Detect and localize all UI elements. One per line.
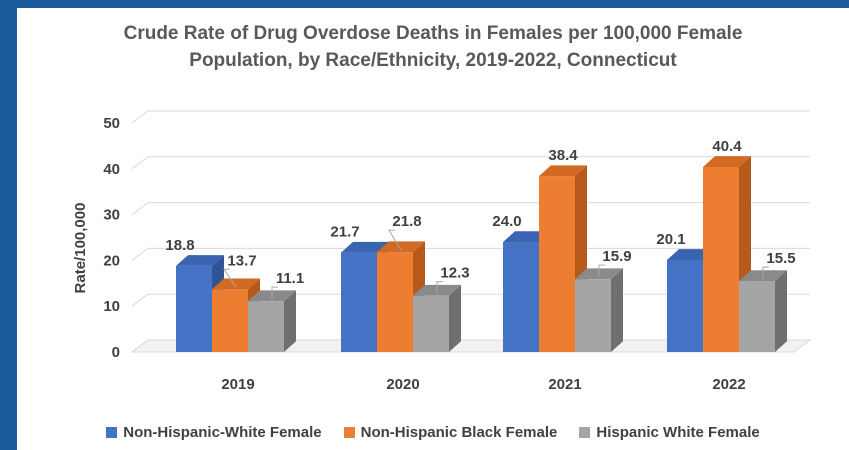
bar-front-1-0: [212, 289, 248, 352]
data-label: 21.7: [330, 224, 359, 241]
y-tick-label: 40: [103, 161, 120, 178]
data-label-leader: [436, 281, 443, 294]
chart-plot: 0 10 20 30 40 50 Rate/100,000 18.8 21.7 24.0 20.1 1…: [72, 110, 812, 393]
legend-swatch: [106, 427, 118, 438]
y-axis-label: Rate/100,000: [72, 203, 89, 294]
gridline-depth: [131, 293, 149, 307]
data-label-leader: [762, 266, 769, 280]
gridline-depth: [131, 202, 149, 216]
bar-top-0-0: [176, 255, 224, 266]
gridline-depth: [131, 247, 149, 261]
legend-item: Hispanic White Female: [579, 424, 760, 441]
data-label: 40.4: [712, 138, 742, 155]
bar-front-0-2: [503, 242, 539, 352]
legend-label: Non-Hispanic Black Female: [360, 424, 558, 441]
legend-swatch: [579, 427, 591, 438]
bar-front-2-2: [575, 279, 611, 352]
bar-top-1-3: [703, 156, 751, 167]
x-tick-label: 2019: [221, 376, 254, 393]
chart-title-line-1: Crude Rate of Drug Overdose Deaths in Fe…: [123, 23, 743, 44]
chart-panel: Crude Rate of Drug Overdose Deaths in Fe…: [17, 8, 849, 450]
y-tick-label: 0: [112, 344, 120, 361]
y-tick-label: 10: [103, 298, 120, 315]
data-label-leader: [271, 286, 278, 300]
y-tick-label: 30: [103, 207, 120, 224]
gridline-depth: [131, 156, 149, 170]
y-tick-label: 20: [103, 252, 120, 269]
bar-front-0-1: [341, 252, 377, 352]
legend-item: Non-Hispanic-White Female: [106, 424, 322, 441]
legend-label: Non-Hispanic-White Female: [123, 424, 322, 441]
data-label: 20.1: [656, 231, 685, 248]
data-label: 12.3: [440, 265, 469, 282]
bar-top-0-1: [341, 241, 389, 253]
bar-front-1-2: [539, 176, 575, 352]
data-label: 24.0: [492, 213, 521, 230]
bar-top-1-1: [377, 241, 425, 253]
bar-top-1-2: [539, 165, 587, 177]
data-label: 38.4: [548, 147, 578, 164]
bar-front-1-1: [377, 252, 413, 352]
chart-legend: Non-Hispanic-White Female Non-Hispanic Bl…: [17, 424, 849, 441]
bar-side-2-3: [775, 270, 787, 352]
bar-front-2-0: [248, 301, 284, 352]
bar-front-0-3: [667, 259, 703, 352]
legend-item: Non-Hispanic Black Female: [343, 424, 558, 441]
chart-title-line-2: Population, by Race/Ethnicity, 2019-2022…: [189, 50, 677, 71]
bar-top-1-0: [212, 278, 260, 290]
x-tick-label: 2020: [386, 376, 419, 393]
data-label-leader: [388, 229, 402, 251]
data-label: 15.5: [766, 250, 795, 267]
data-label-leader: [598, 264, 605, 278]
legend-swatch: [343, 427, 355, 438]
x-tick-label: 2022: [712, 376, 745, 393]
bar-side-2-2: [611, 268, 623, 352]
bar-side-2-0: [284, 290, 296, 352]
bar-front-1-3: [703, 166, 739, 352]
y-tick-label: 50: [103, 115, 120, 132]
bar-front-2-1: [413, 295, 449, 352]
legend-label: Hispanic White Female: [596, 424, 760, 441]
bar-front-0-0: [176, 265, 212, 352]
data-label: 18.8: [165, 237, 194, 254]
bar-side-2-1: [449, 284, 461, 352]
bar-front-2-3: [739, 281, 775, 352]
x-tick-label: 2021: [548, 376, 581, 393]
data-label-leader: [223, 268, 237, 288]
data-label: 21.8: [392, 213, 421, 230]
data-label: 13.7: [227, 252, 256, 269]
data-label: 15.9: [602, 248, 631, 265]
data-label: 11.1: [276, 270, 304, 287]
gridline-depth: [131, 110, 149, 124]
